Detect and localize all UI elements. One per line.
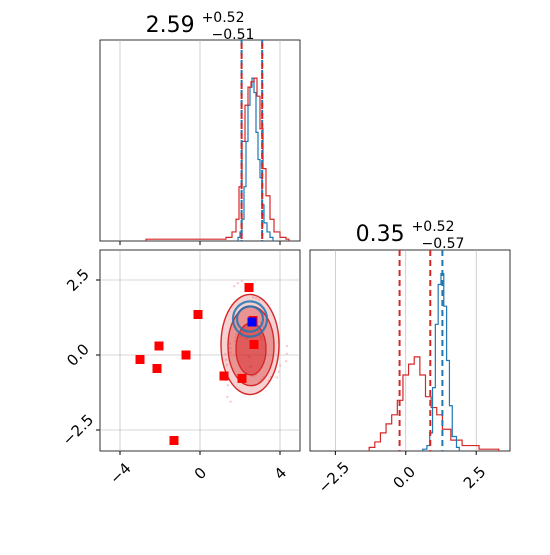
scatter-panel: −4 0 4 −2.5 0.0 2.5 (59, 249, 301, 488)
scatter-red-point (237, 373, 247, 383)
scatter-red-point (219, 371, 229, 381)
hist-y-ticks: −2.5 0.0 2.5 (315, 451, 490, 497)
hist-x-title-plus: +0.52 (202, 10, 245, 26)
hist-y-grid (335, 250, 477, 451)
scatter-red-point (249, 340, 259, 349)
scatter-sample-dot (234, 339, 237, 343)
scatter-x-tick-label: −4 (106, 459, 134, 487)
scatter-red-point (193, 310, 203, 319)
scatter-sample-dot (285, 352, 288, 355)
scatter-y-tick-label: 2.5 (63, 265, 93, 295)
scatter-sample-dot (229, 400, 232, 403)
scatter-x-tick-label: 4 (271, 464, 290, 483)
scatter-grid (100, 250, 300, 451)
hist-x-red-series (145, 77, 290, 241)
scatter-sample-dot (257, 298, 261, 301)
scatter-sample-dot (228, 346, 232, 350)
scatter-sample-dot (229, 351, 232, 354)
hist-x-grid (119, 40, 281, 241)
scatter-red-point (154, 341, 164, 351)
scatter-sample-dot (252, 296, 255, 299)
hist-x-blue-series (237, 77, 274, 241)
hist-y-title-value: 0.35 (356, 222, 405, 247)
scatter-red-point (244, 283, 254, 292)
scatter-sample-dot (224, 358, 228, 361)
scatter-sample-dot (224, 353, 227, 356)
scatter-sample-dot (284, 360, 288, 363)
hist-x-ticks (119, 241, 281, 245)
scatter-x-tick-label: 0 (191, 464, 210, 483)
scatter-sample-dot (225, 363, 229, 367)
hist-y-tick-label: −2.5 (315, 458, 353, 496)
scatter-red-point (181, 350, 191, 360)
scatter-sample-dot (240, 279, 244, 282)
scatter-red-point (135, 355, 145, 364)
hist-x-panel: 2.59 +0.52 −0.51 (99, 3, 301, 245)
hist-y-title-minus: −0.57 (421, 236, 464, 252)
scatter-y-tick-label: −2.5 (59, 411, 97, 449)
hist-x-bars (145, 77, 290, 241)
scatter-sample-dot (226, 384, 230, 387)
hist-y-red-series (368, 356, 500, 451)
scatter-sample-dot (254, 297, 258, 300)
scatter-red-point (152, 364, 162, 373)
hist-y-blue-series (422, 273, 460, 451)
scatter-sample-dot (233, 285, 236, 288)
scatter-sample-dot (235, 333, 238, 336)
hist-y-bars (368, 273, 500, 451)
scatter-y-tick-label: 0.0 (63, 340, 93, 370)
hist-y-title-plus: +0.52 (412, 219, 455, 235)
scatter-red-point (169, 436, 179, 445)
hist-y-tick-label: 0.0 (389, 463, 419, 493)
hist-y-quantile-lines (398, 250, 444, 451)
hist-x-title: 2.59 +0.52 −0.51 (146, 3, 255, 43)
scatter-blue-contour (231, 300, 269, 338)
hist-y-title: 0.35 +0.52 −0.57 (356, 212, 465, 252)
scatter-blue-point (247, 317, 257, 327)
hist-x-quantile-lines (240, 40, 264, 241)
scatter-sample-dot (234, 336, 237, 339)
scatter-sample-dot (277, 370, 281, 373)
scatter-sample-dot (275, 376, 279, 379)
hist-y-tick-label: 2.5 (460, 463, 490, 493)
hist-x-title-value: 2.59 (146, 13, 195, 38)
scatter-sample-dot (236, 281, 240, 285)
hist-y-panel: −2.5 0.0 2.5 0.35 +0.52 −0.57 (309, 212, 511, 497)
scatter-sample-dot (278, 364, 282, 367)
scatter-points (135, 283, 259, 445)
scatter-blue-contour (235, 305, 265, 333)
hist-x-title-minus: −0.51 (211, 27, 254, 43)
hist-y-frame (309, 249, 511, 452)
scatter-sample-dot (226, 395, 229, 399)
scatter-sample-dot (228, 342, 232, 345)
scatter-sample-dot (285, 344, 289, 348)
